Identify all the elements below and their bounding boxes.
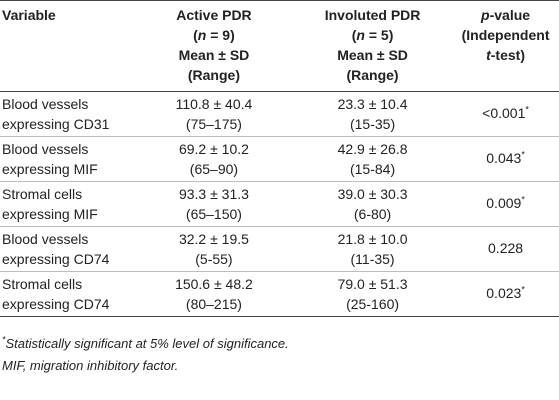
cell-involuted-pdr: 23.3 ± 10.4 (15-35) <box>293 91 453 137</box>
table-footnotes: *Statistically significant at 5% level o… <box>2 333 289 377</box>
cell-involuted-pdr: 21.8 ± 10.0 (11-35) <box>293 226 453 272</box>
header-involuted-stat: Mean ± SD <box>337 47 408 63</box>
footnote-abbreviation: MIF, migration inhibitory factor. <box>2 358 179 373</box>
results-table: Variable Active PDR (n = 9) Mean ± SD (R… <box>0 0 559 317</box>
header-p-value-test-name: t-test) <box>486 47 525 63</box>
cell-involuted-pdr: 79.0 ± 51.3 (25-160) <box>293 271 453 317</box>
cell-p-value: 0.009* <box>452 181 559 227</box>
cell-variable: Blood vessels expressing MIF <box>0 136 135 182</box>
cell-active-pdr: 110.8 ± 40.4 (75–175) <box>134 91 294 137</box>
table-row: Blood vessels expressing MIF 69.2 ± 10.2 (6… <box>0 136 559 182</box>
header-active-stat: Mean ± SD <box>178 47 250 63</box>
cell-p-value: 0.023* <box>452 271 559 317</box>
header-active-title: Active PDR <box>176 7 252 23</box>
cell-p-value: <0.001* <box>452 91 559 137</box>
table-row: Blood vessels expressing CD31 110.8 ± 40.4… <box>0 91 559 137</box>
header-p-value: p-value (Independent t-test) <box>452 0 559 92</box>
header-active-pdr: Active PDR (n = 9) Mean ± SD (Range) <box>134 0 294 92</box>
header-active-range: (Range) <box>187 67 240 83</box>
cell-variable: Stromal cells expressing MIF <box>0 181 135 227</box>
cell-p-value: 0.043* <box>452 136 559 182</box>
table-row: Stromal cells expressing CD74 150.6 ± 48.2… <box>0 271 559 317</box>
table-row: Stromal cells expressing MIF 93.3 ± 31.3 (6… <box>0 181 559 227</box>
cell-variable: Blood vessels expressing CD31 <box>0 91 135 137</box>
header-active-n: (n = 9) <box>193 27 235 43</box>
header-p-value-test: (Independent <box>461 27 550 43</box>
table-header-row: Variable Active PDR (n = 9) Mean ± SD (R… <box>0 0 559 92</box>
cell-active-pdr: 93.3 ± 31.3 (65–150) <box>134 181 294 227</box>
cell-involuted-pdr: 39.0 ± 30.3 (6-80) <box>293 181 453 227</box>
cell-active-pdr: 69.2 ± 10.2 (65–90) <box>134 136 294 182</box>
header-p-value-title: p-value <box>481 7 531 23</box>
header-involuted-range: (Range) <box>346 67 399 83</box>
header-involuted-n: (n = 5) <box>351 27 394 43</box>
cell-p-value: 0.228 <box>452 226 559 272</box>
table-row: Blood vessels expressing CD74 32.2 ± 19.5(… <box>0 226 559 272</box>
table-body: Blood vessels expressing CD31 110.8 ± 40.4… <box>0 91 559 317</box>
header-involuted-title: Involuted PDR <box>324 7 421 23</box>
cell-active-pdr: 150.6 ± 48.2 (80–215) <box>134 271 294 317</box>
cell-involuted-pdr: 42.9 ± 26.8 (15-84) <box>293 136 453 182</box>
cell-variable: Stromal cells expressing CD74 <box>0 271 135 317</box>
header-variable: Variable <box>0 0 135 92</box>
cell-active-pdr: 32.2 ± 19.5 (5-55) <box>134 226 294 272</box>
cell-variable: Blood vessels expressing CD74 <box>0 226 135 272</box>
header-involuted-pdr: Involuted PDR (n = 5) Mean ± SD (Range) <box>293 0 453 92</box>
footnote-significance: *Statistically significant at 5% level o… <box>2 334 289 351</box>
header-variable-label: Variable <box>2 7 56 23</box>
